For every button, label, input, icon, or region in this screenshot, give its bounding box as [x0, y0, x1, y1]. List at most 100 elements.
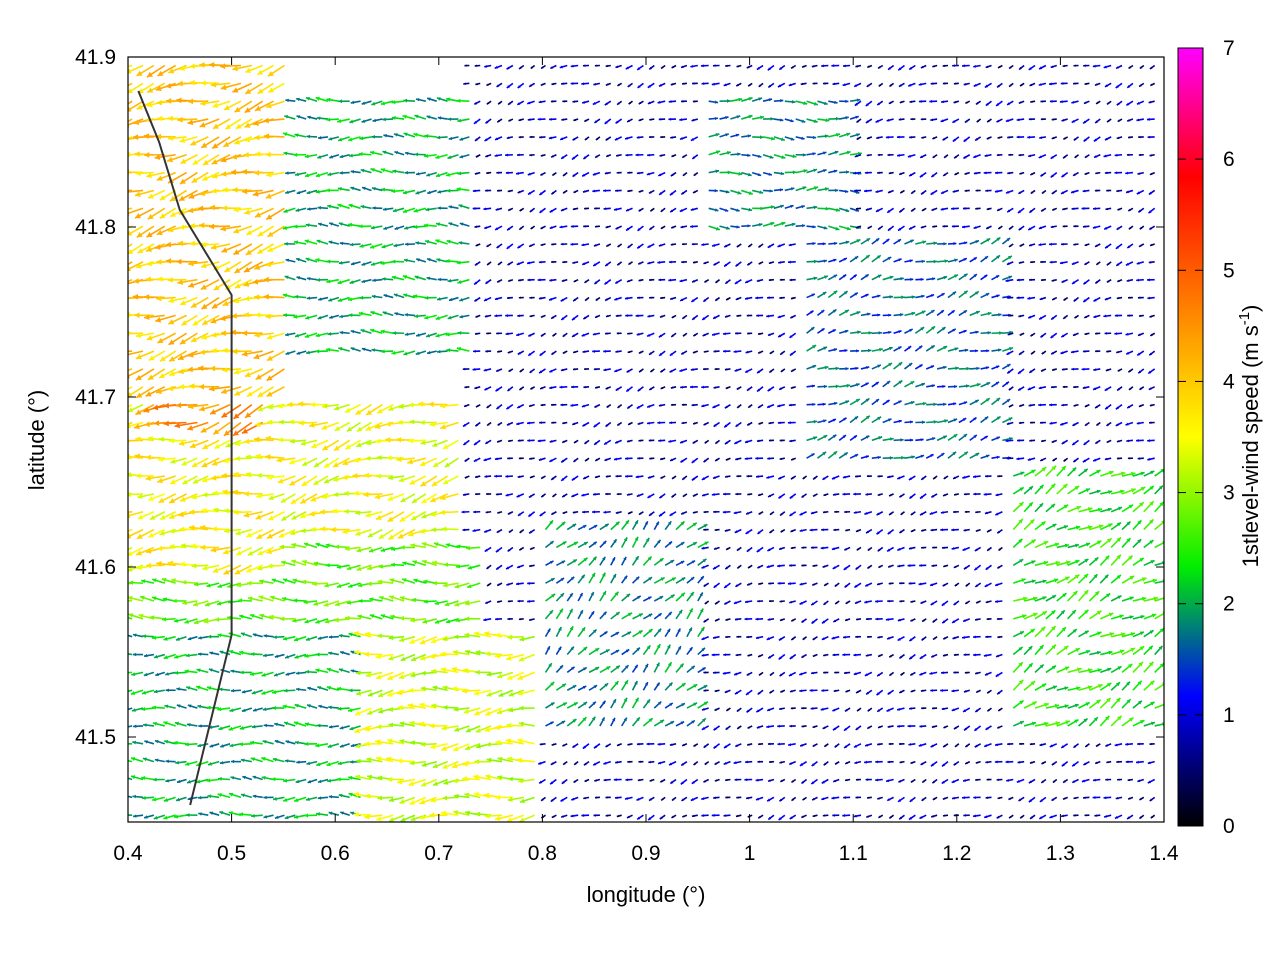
wind-vector-head — [412, 560, 418, 565]
wind-vector-head — [267, 563, 273, 569]
wind-vector-head — [1108, 612, 1114, 617]
wind-vector-head — [973, 796, 977, 799]
wind-vector-head — [172, 598, 177, 604]
wind-vector-head — [453, 706, 459, 712]
wind-vector-head — [1087, 685, 1093, 690]
wind-vector-head — [462, 367, 466, 371]
wind-vector-head — [163, 798, 169, 802]
wind-vector-head — [399, 799, 405, 804]
wind-vector-head — [143, 757, 147, 762]
wind-vector-head — [625, 778, 629, 782]
wind-vector-head — [1008, 797, 1011, 800]
wind-vector-head — [995, 600, 998, 603]
wind-vector-head — [800, 743, 804, 747]
wind-vector-head — [897, 564, 901, 568]
wind-vector-head — [666, 644, 671, 649]
wind-vector-head — [821, 689, 825, 692]
wind-vector-head — [834, 744, 838, 748]
wind-vector-head — [442, 582, 448, 588]
wind-vector-head — [421, 542, 427, 547]
wind-vector-head — [910, 619, 914, 622]
wind-vector-head — [465, 745, 471, 751]
wind-vector-head — [964, 727, 967, 731]
wind-vector-head — [725, 796, 728, 799]
wind-vector-head — [635, 556, 639, 561]
wind-vector-head — [623, 556, 627, 561]
wind-vector-head — [305, 669, 310, 674]
wind-vector-head — [190, 543, 196, 549]
wind-vector-head — [865, 778, 869, 781]
wind-vector-head — [844, 745, 848, 748]
wind-vector-head — [779, 673, 783, 677]
wind-vector-head — [737, 726, 740, 729]
wind-vector-head — [886, 779, 890, 783]
wind-vector-head — [517, 565, 521, 569]
wind-vector-head — [995, 583, 999, 587]
wind-vector-head — [920, 689, 924, 692]
wind-vector-head — [592, 510, 595, 514]
wind-vector-head — [887, 531, 891, 535]
wind-vector-head — [388, 635, 394, 641]
wind-vector-head — [644, 521, 648, 525]
wind-vector-head — [941, 671, 944, 675]
wind-vector-head — [475, 669, 480, 675]
wind-vector-head — [117, 551, 122, 556]
wind-vector-head — [219, 760, 224, 765]
wind-vector-head — [410, 617, 415, 623]
wind-vector-head — [258, 595, 264, 600]
wind-vector-head — [298, 401, 304, 407]
wind-vector-head — [153, 815, 158, 820]
wind-vector-head — [942, 654, 946, 657]
wind-vector-head — [845, 761, 848, 765]
wind-vector-head — [495, 617, 498, 621]
wind-vector-head — [605, 492, 608, 496]
wind-vector-head — [380, 547, 386, 552]
wind-vector-head — [128, 567, 133, 572]
wind-vector-head — [379, 595, 384, 601]
wind-vector-head — [615, 665, 620, 670]
wind-vector-head — [1096, 650, 1101, 655]
wind-vector-head — [725, 727, 729, 730]
wind-vector-head — [1029, 742, 1033, 746]
wind-vector-head — [932, 797, 936, 800]
wind-vector-head — [955, 366, 959, 371]
wind-vector-head — [690, 577, 695, 581]
wind-vector-head — [304, 813, 309, 818]
wind-vector-head — [842, 814, 846, 818]
wind-vector-head — [400, 545, 405, 550]
wind-vector-head — [495, 815, 501, 821]
wind-vector-head — [987, 708, 990, 712]
wind-vector-head — [1064, 543, 1069, 548]
wind-vector-head — [583, 762, 587, 766]
wind-vector-head — [921, 798, 925, 801]
wind-vector-head — [410, 816, 416, 822]
wind-vector-head — [517, 599, 520, 603]
wind-vector-head — [615, 760, 618, 764]
wind-vector-head — [378, 534, 385, 539]
wind-vector-head — [217, 793, 222, 798]
wind-vector-head — [541, 798, 544, 801]
wind-vector-head — [693, 744, 696, 747]
wind-vector-head — [273, 635, 277, 640]
wind-vector-head — [943, 725, 946, 729]
wind-vector-head — [298, 420, 304, 426]
wind-vector-head — [328, 795, 333, 799]
wind-vector-head — [486, 671, 492, 677]
wind-vector-head — [128, 533, 132, 539]
wind-vector-head — [337, 761, 342, 766]
wind-vector-head — [144, 740, 148, 744]
wind-vector-head — [942, 797, 946, 800]
wind-vector-head — [681, 703, 685, 707]
wind-vector-head — [465, 545, 471, 551]
wind-vector-head — [175, 760, 180, 765]
wind-vector-head — [376, 724, 382, 730]
wind-vector — [1154, 580, 1164, 584]
wind-vector-head — [769, 599, 772, 603]
wind-vector-head — [953, 762, 957, 766]
wind-vector-head — [941, 707, 945, 711]
wind-vector-head — [163, 655, 168, 660]
wind-vector-head — [733, 350, 737, 354]
wind-vector-head — [821, 780, 825, 784]
wind-vector-head — [1028, 799, 1032, 803]
wind-vector-head — [755, 617, 759, 621]
